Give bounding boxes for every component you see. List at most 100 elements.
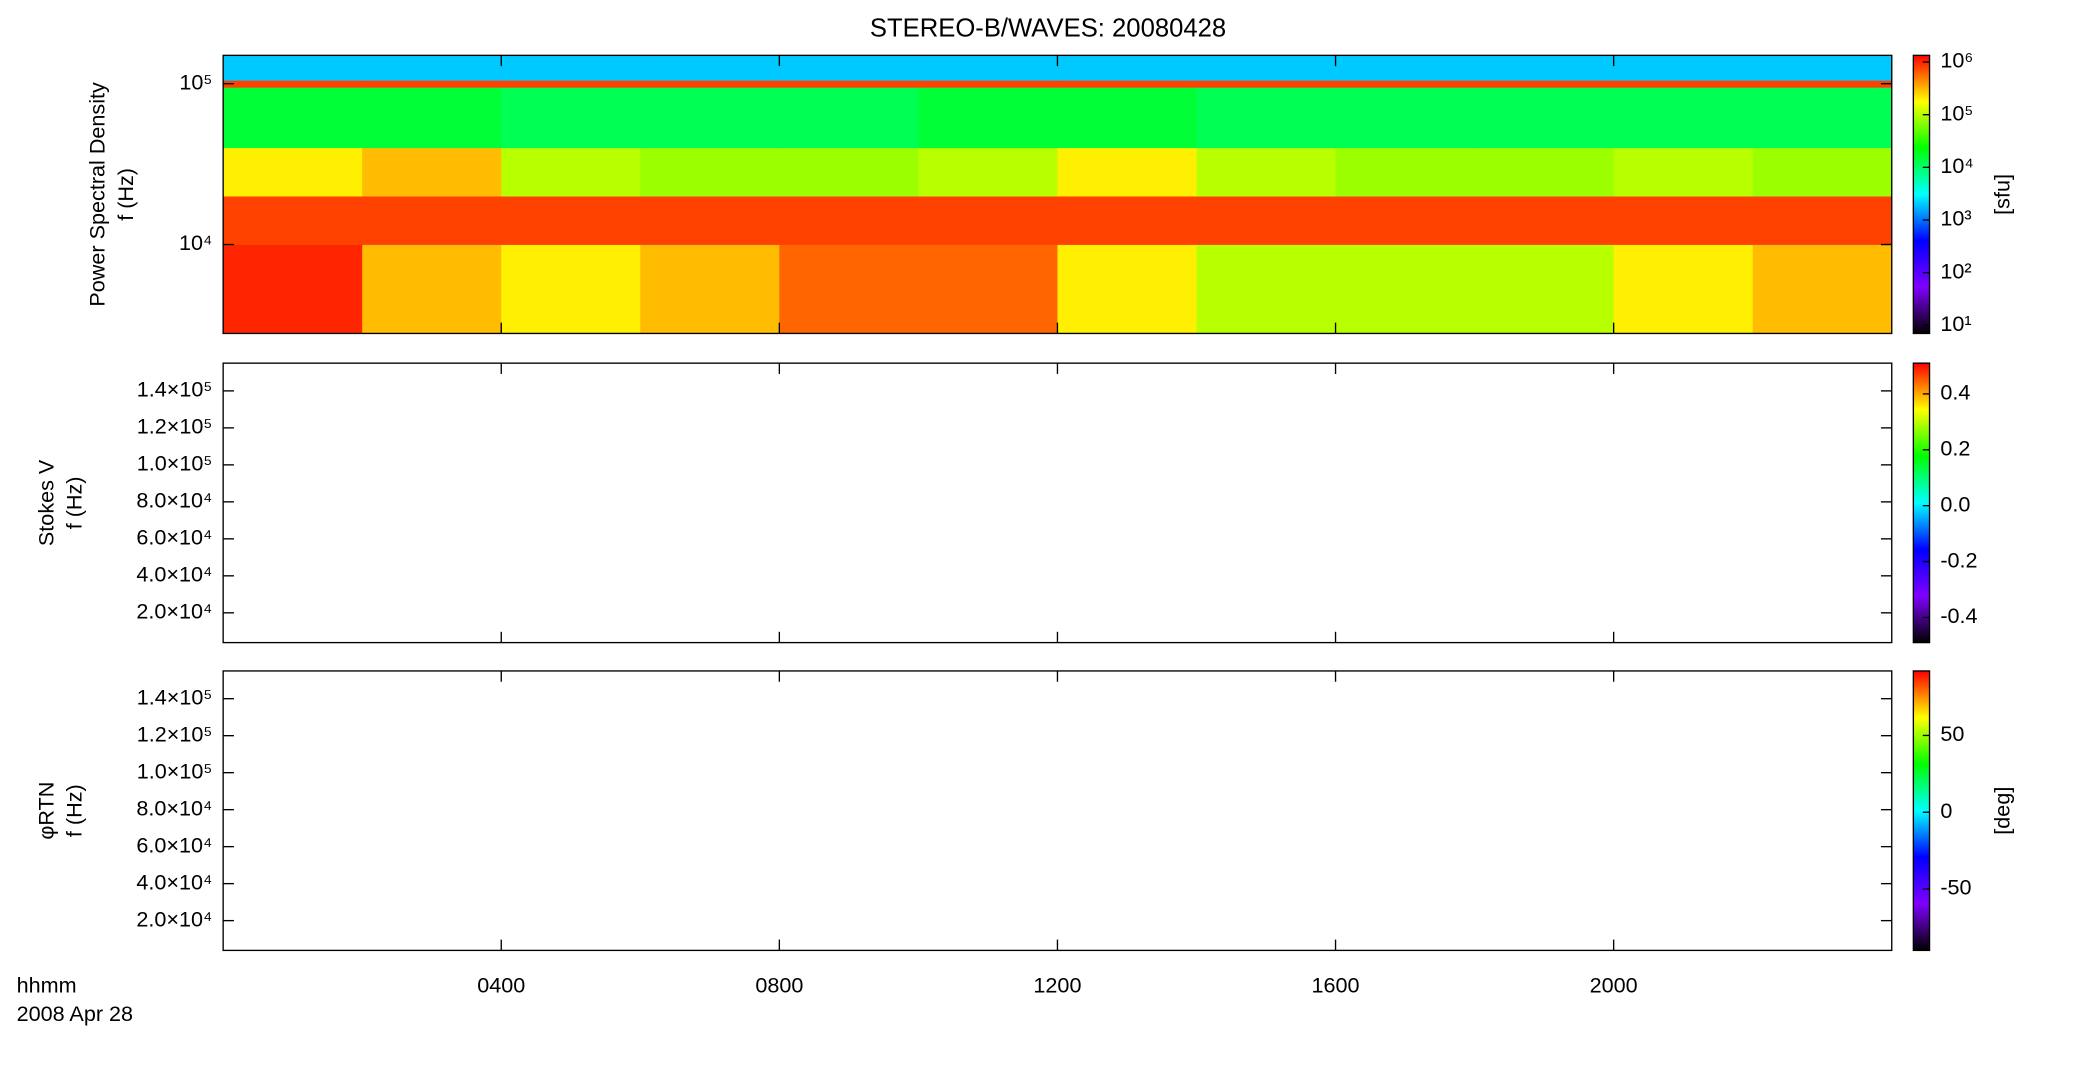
heatmap-cell: [640, 55, 780, 81]
heatmap-cell: [223, 80, 363, 88]
colorbar: [1912, 670, 1931, 952]
heatmap-cell: [918, 80, 1058, 88]
heatmap-cell: [501, 244, 641, 334]
heatmap-cell: [223, 55, 363, 81]
heatmap-cell: [640, 196, 780, 245]
heatmap-cell: [1613, 87, 1754, 149]
x-axis-label: 2008 Apr 28: [17, 1001, 133, 1026]
colorbar-tick-label: 0.2: [1940, 435, 1970, 460]
heatmap-cell: [918, 87, 1058, 149]
heatmap-cell: [362, 55, 502, 81]
heatmap-cell: [1474, 55, 1615, 81]
heatmap-cell: [1613, 244, 1754, 334]
heatmap-cell: [779, 196, 919, 245]
y-tick-label: 2.0×10⁴: [136, 599, 212, 624]
heatmap-cell: [918, 147, 1058, 197]
heatmap-cell: [362, 196, 502, 245]
colorbar-label: [sfu]: [1990, 174, 2015, 215]
colorbar-label: [deg]: [1990, 787, 2015, 835]
x-tick-label: 0400: [477, 973, 525, 998]
heatmap-cell: [362, 147, 502, 197]
heatmap-cell: [1057, 196, 1197, 245]
y-tick-label: 4.0×10⁴: [136, 869, 212, 894]
colorbar-tick-label: 10³: [1940, 206, 1971, 231]
heatmap-cell: [223, 196, 363, 245]
heatmap-cell: [1057, 87, 1197, 149]
heatmap-cell: [362, 87, 502, 149]
heatmap-cell: [1335, 244, 1476, 334]
y-tick-label: 1.0×10⁵: [137, 451, 213, 476]
y-tick-label: 1.2×10⁵: [137, 414, 213, 439]
heatmap-cell: [779, 147, 919, 197]
y-axis-label: φRTN: [33, 782, 58, 840]
heatmap-cell: [501, 80, 641, 88]
y-axis-label: f (Hz): [62, 784, 87, 837]
heatmap-cell: [640, 87, 780, 149]
heatmap-cell: [779, 80, 919, 88]
heatmap-cell: [1613, 147, 1754, 197]
y-tick-label: 4.0×10⁴: [136, 562, 212, 587]
y-axis-label: Power Spectral Density: [85, 82, 110, 307]
heatmap-cell: [1196, 55, 1336, 81]
colorbar-tick-label: 10⁴: [1940, 153, 1973, 178]
colorbar-tick-label: 10²: [1940, 258, 1971, 283]
colorbar-tick-label: 10¹: [1940, 311, 1971, 336]
colorbar: [1912, 362, 1931, 644]
heatmap-cell: [1474, 147, 1615, 197]
colorbar-tick-label: 10⁶: [1940, 48, 1973, 73]
heatmap-cell: [1752, 196, 1893, 245]
heatmap-cell: [779, 55, 919, 81]
y-tick-label: 10⁵: [179, 69, 212, 94]
heatmap-cell: [223, 87, 363, 149]
y-axis-label: f (Hz): [62, 476, 87, 529]
heatmap-cell: [1613, 80, 1754, 88]
heatmap-cell: [1752, 147, 1893, 197]
heatmap-cell: [1196, 80, 1336, 88]
colorbar-tick-label: 10⁵: [1940, 100, 1973, 125]
heatmap-cell: [1335, 196, 1476, 245]
heatmap-cell: [501, 87, 641, 149]
heatmap-cell: [779, 244, 919, 334]
y-tick-label: 2.0×10⁴: [136, 906, 212, 931]
y-tick-label: 1.2×10⁵: [137, 721, 213, 746]
y-axis-label: Stokes V: [33, 459, 58, 546]
x-tick-label: 1600: [1312, 973, 1360, 998]
colorbar-tick-label: 0.0: [1940, 491, 1970, 516]
heatmap-cell: [501, 147, 641, 197]
heatmap-cell: [1335, 80, 1476, 88]
y-tick-label: 10⁴: [179, 230, 212, 255]
y-tick-label: 1.0×10⁵: [137, 758, 213, 783]
heatmap-cell: [1196, 244, 1336, 334]
heatmap-cell: [223, 147, 363, 197]
x-tick-label: 0800: [755, 973, 803, 998]
y-tick-label: 8.0×10⁴: [136, 488, 212, 513]
colorbar-tick-label: -0.2: [1940, 547, 1977, 572]
heatmap-cell: [1196, 196, 1336, 245]
heatmap-cell: [1474, 87, 1615, 149]
heatmap-cell: [1335, 55, 1476, 81]
heatmap-cell: [1057, 244, 1197, 334]
plot-frame: [222, 670, 1893, 952]
heatmap-cell: [1057, 147, 1197, 197]
x-tick-label: 2000: [1590, 973, 1638, 998]
colorbar: [1912, 54, 1931, 335]
colorbar-tick-label: -0.4: [1940, 603, 1977, 628]
y-tick-label: 6.0×10⁴: [136, 832, 212, 857]
y-tick-label: 8.0×10⁴: [136, 795, 212, 820]
heatmap-cell: [918, 244, 1058, 334]
y-axis-label: f (Hz): [113, 168, 138, 221]
heatmap-cell: [501, 55, 641, 81]
heatmap-cell: [362, 244, 502, 334]
heatmap-cell: [1752, 244, 1893, 334]
heatmap-cell: [1752, 87, 1893, 149]
plot-frame: [222, 362, 1893, 644]
heatmap-cell: [1196, 87, 1336, 149]
heatmap-cell: [362, 80, 502, 88]
heatmap-cell: [501, 196, 641, 245]
heatmap-cell: [1196, 147, 1336, 197]
heatmap-cell: [1335, 147, 1476, 197]
colorbar-tick-label: 50: [1940, 721, 1964, 746]
y-tick-label: 1.4×10⁵: [137, 377, 213, 402]
heatmap-cell: [1474, 80, 1615, 88]
